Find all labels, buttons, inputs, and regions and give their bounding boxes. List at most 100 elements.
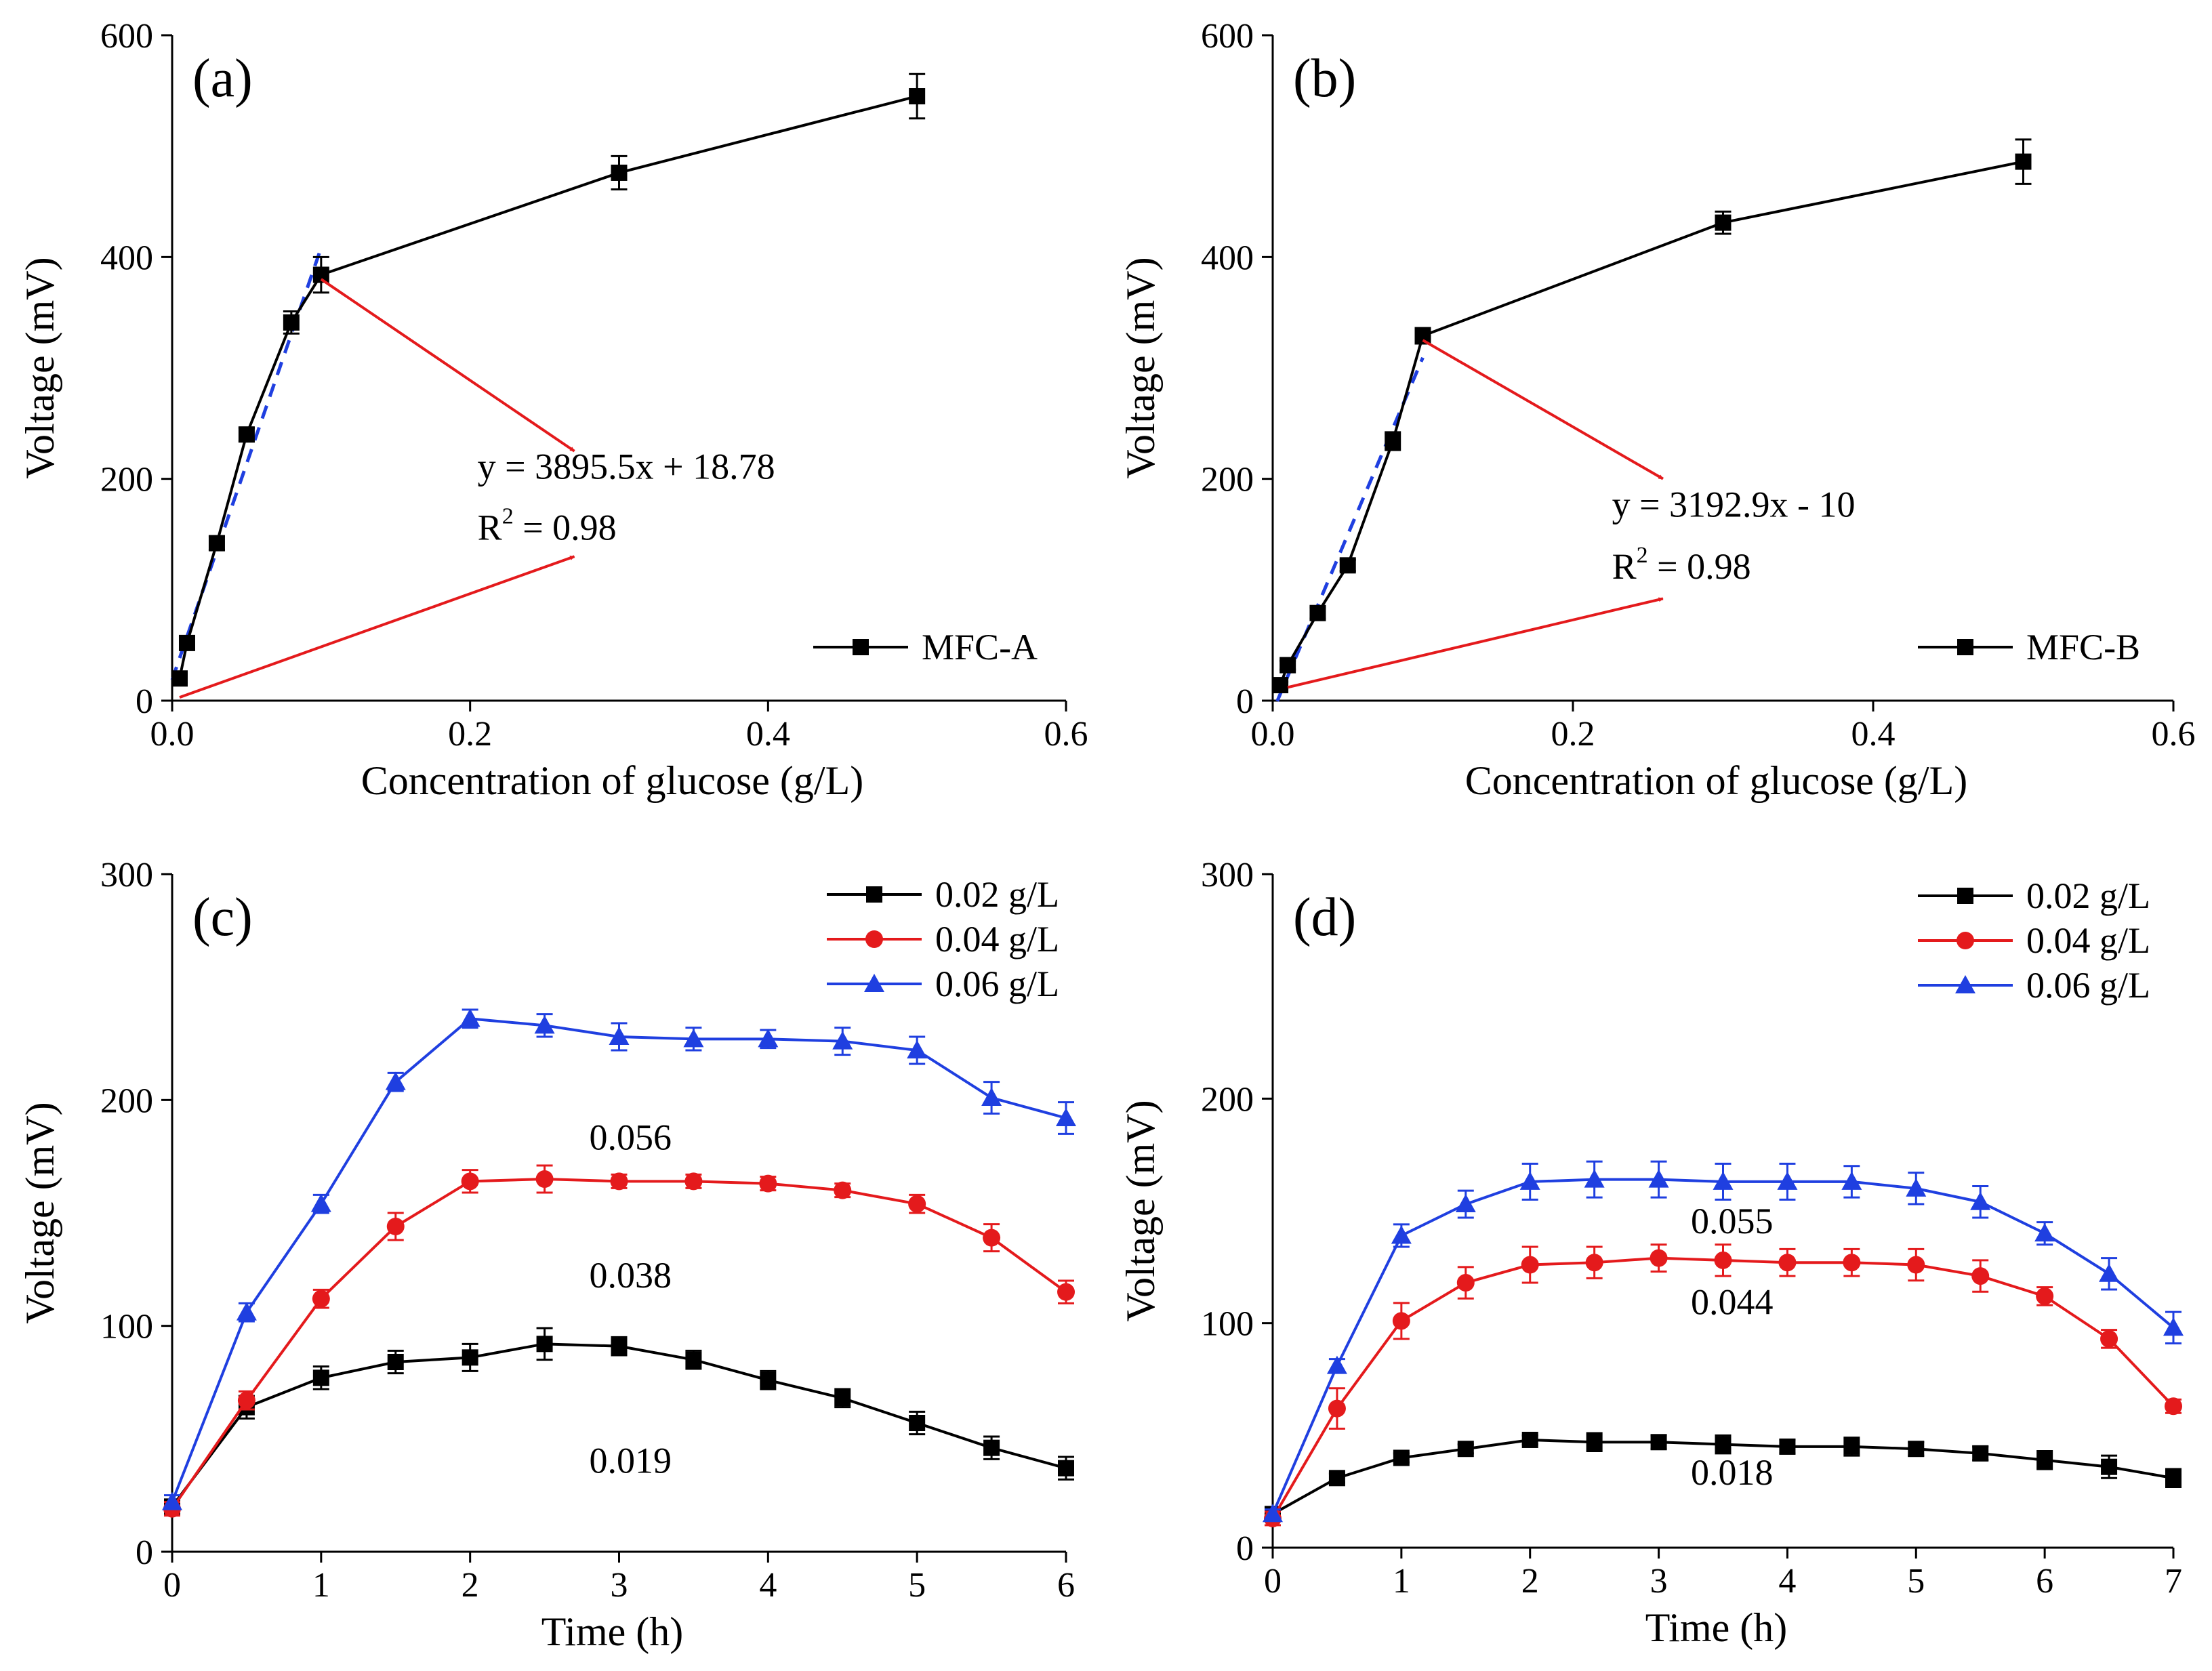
- r2-value: = 0.98: [514, 508, 617, 548]
- annotation-arrow: [1287, 597, 1664, 689]
- x-tick-label: 1: [312, 1566, 330, 1605]
- data-point: [1713, 1171, 1734, 1190]
- data-point: [1393, 1449, 1410, 1466]
- data-point: [1521, 1256, 1539, 1274]
- data-point: [1907, 1256, 1925, 1274]
- data-point: [609, 1027, 630, 1045]
- data-point: [907, 1040, 928, 1058]
- y-tick-label: 600: [1201, 17, 1254, 56]
- data-point: [1456, 1274, 1475, 1292]
- data-point: [908, 1195, 926, 1213]
- data-point: [2163, 1317, 2184, 1336]
- y-tick-label: 400: [100, 239, 153, 277]
- x-tick-label: 6: [2036, 1562, 2053, 1601]
- y-tick-label: 600: [100, 17, 153, 56]
- data-point: [1970, 1191, 1991, 1210]
- data-point: [832, 1031, 853, 1050]
- x-tick-label: 0: [163, 1566, 181, 1605]
- legend-marker: [1957, 932, 1974, 949]
- fit-line: [1275, 356, 1425, 702]
- x-tick-label: 3: [1650, 1562, 1668, 1601]
- y-axis-title: Voltage (mV): [1118, 1100, 1163, 1321]
- r2-symbol: R: [1612, 546, 1637, 587]
- panel-b: 0.0 0.2 0.4 0.6 0 200 400 600 Concentration of g…: [1118, 17, 2196, 803]
- r2-superscript: 2: [502, 504, 514, 529]
- data-point: [759, 1174, 777, 1193]
- x-tick-label: 4: [759, 1566, 777, 1605]
- data-point: [2165, 1470, 2182, 1487]
- annotation-arrow: [1422, 339, 1664, 480]
- data-point: [684, 1172, 703, 1191]
- data-point: [312, 1290, 330, 1308]
- data-point: [1385, 433, 1401, 450]
- data-point: [2034, 1223, 2055, 1242]
- panel-label: (b): [1293, 49, 1356, 108]
- series-2: [1263, 1160, 2184, 1523]
- data-point: [2100, 1329, 2118, 1348]
- y-tick-label: 200: [100, 461, 153, 499]
- r2-value: = 0.98: [1648, 546, 1751, 587]
- data-point: [1843, 1254, 1861, 1272]
- panel-label: (d): [1293, 888, 1356, 947]
- legend-label: 0.06 g/L: [935, 964, 1059, 1004]
- series-0: [1272, 138, 2032, 694]
- data-point: [1279, 657, 1296, 674]
- x-axis-title: Concentration of glucose (g/L): [1465, 758, 1967, 803]
- data-point: [1391, 1225, 1412, 1244]
- legend-label: 0.02 g/L: [2026, 875, 2150, 916]
- x-tick-label: 0.0: [1251, 715, 1295, 754]
- data-point: [1972, 1445, 1989, 1462]
- y-tick-label: 300: [1201, 856, 1254, 894]
- data-point: [834, 1181, 852, 1199]
- legend-marker: [1955, 975, 1975, 993]
- data-point: [1056, 1108, 1076, 1126]
- y-tick-label: 0: [136, 1533, 153, 1572]
- data-point: [312, 1369, 329, 1386]
- data-point: [611, 1338, 628, 1355]
- y-tick-label: 0: [136, 682, 153, 721]
- x-tick-label: 2: [462, 1566, 479, 1605]
- x-tick-label: 1: [1393, 1562, 1410, 1601]
- x-axis-title: Concentration of glucose (g/L): [361, 758, 863, 803]
- legend-label: 0.04 g/L: [935, 919, 1059, 960]
- x-tick-label: 0: [1264, 1562, 1282, 1601]
- data-point: [1648, 1169, 1669, 1188]
- series-line: [171, 1342, 1067, 1508]
- legend-marker: [866, 886, 882, 903]
- data-point: [981, 1088, 1002, 1106]
- data-point: [1457, 1441, 1474, 1458]
- data-point: [1715, 214, 1732, 231]
- data-point: [610, 1172, 628, 1191]
- series-0: [164, 1327, 1074, 1515]
- data-point: [536, 1336, 553, 1353]
- data-point: [387, 1354, 404, 1370]
- legend-label: MFC-B: [2026, 627, 2140, 667]
- x-tick-label: 0.4: [1851, 715, 1896, 754]
- data-point: [1841, 1171, 1862, 1190]
- y-axis-title: Voltage (mV): [18, 257, 62, 478]
- data-point: [385, 1071, 406, 1090]
- legend-label: 0.06 g/L: [2026, 965, 2150, 1006]
- data-point: [1521, 1431, 1538, 1448]
- fit-equation: y = 3895.5x + 18.78: [478, 447, 775, 487]
- slope-label: 0.044: [1691, 1281, 1774, 1322]
- x-tick-label: 4: [1778, 1562, 1796, 1601]
- x-tick-label: 3: [611, 1566, 628, 1605]
- data-point: [2015, 153, 2032, 170]
- series-0: [171, 73, 926, 687]
- legend: MFC-A: [813, 627, 1038, 667]
- legend-label: MFC-A: [922, 627, 1038, 667]
- panel-a: 0.0 0.2 0.4 0.6 0 200 400 600 Concentration of g…: [18, 17, 1088, 803]
- data-point: [178, 634, 195, 651]
- y-tick-label: 100: [1201, 1305, 1254, 1344]
- y-axis-title: Voltage (mV): [18, 1102, 62, 1323]
- series-1: [1264, 1243, 2182, 1527]
- series-line: [1279, 160, 2024, 686]
- data-point: [386, 1218, 405, 1235]
- r-squared: R2 = 0.98: [478, 504, 617, 548]
- y-tick-label: 200: [1201, 461, 1254, 499]
- legend-marker: [853, 639, 869, 655]
- y-tick-label: 0: [1236, 682, 1254, 721]
- data-point: [462, 1349, 478, 1366]
- data-point: [283, 314, 300, 331]
